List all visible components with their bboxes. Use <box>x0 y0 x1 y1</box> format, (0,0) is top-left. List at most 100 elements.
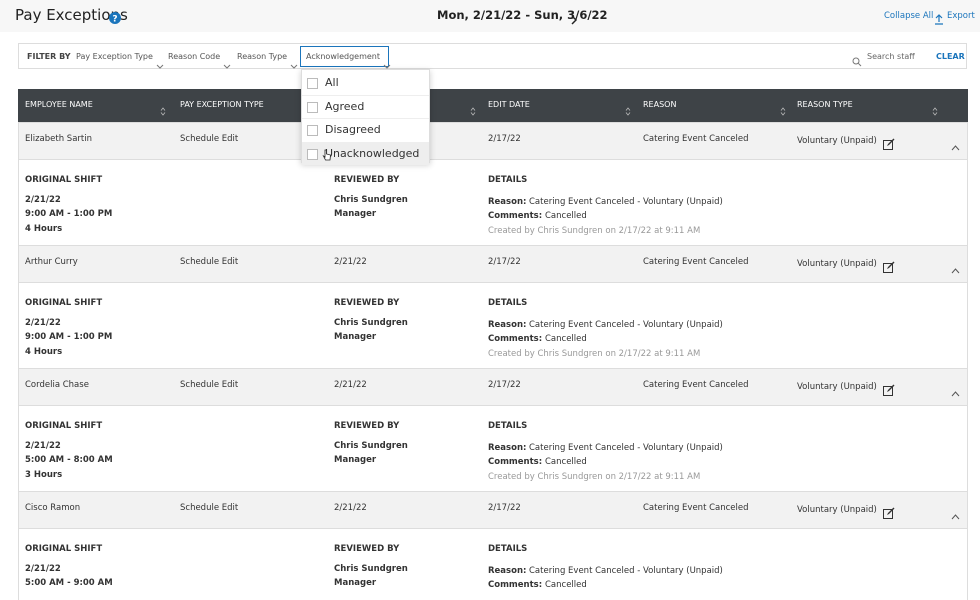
shift-time: 9:00 AM - 1:00 PM <box>25 332 113 342</box>
chevron <box>156 55 164 69</box>
edit-icon[interactable] <box>883 504 895 519</box>
label: ORIGINAL SHIFT <box>25 175 103 185</box>
label: Reason: <box>488 566 527 576</box>
sort-icon[interactable] <box>160 101 166 116</box>
collapse-toggle[interactable] <box>951 259 960 274</box>
label: Comments: <box>488 580 543 590</box>
reason-type: Voluntary (Unpaid) <box>797 136 877 146</box>
dropdown-option[interactable]: All <box>325 76 339 89</box>
header-bar <box>0 0 980 32</box>
reason: Catering Event Canceled <box>643 380 749 390</box>
filter-label: FILTER BY <box>27 52 71 61</box>
chevron <box>290 55 298 69</box>
label: ORIGINAL SHIFT <box>25 421 103 431</box>
filter-dropdown[interactable]: Reason Type <box>237 52 288 61</box>
column-header[interactable]: EDIT DATE <box>488 100 530 109</box>
shift-date: 2/21/22 <box>25 195 61 205</box>
filter-dropdown[interactable]: Acknowledgement <box>306 52 381 61</box>
column-header[interactable]: REASON TYPE <box>797 100 853 109</box>
reviewer-role: Manager <box>334 578 377 588</box>
filter-dropdown[interactable]: Pay Exception Type <box>76 52 153 61</box>
detail-reason: Catering Event Canceled - Voluntary (Unp… <box>529 443 723 453</box>
sort-icon[interactable] <box>470 101 476 116</box>
reason-type: Voluntary (Unpaid) <box>797 259 877 269</box>
label: Reason: <box>488 320 527 330</box>
label: Comments: <box>488 334 543 344</box>
column-header[interactable]: PAY EXCEPTION TYPE <box>180 100 264 109</box>
option-checkbox[interactable] <box>307 101 318 113</box>
exception-date: 2/21/22 <box>334 380 367 390</box>
dropdown-option[interactable]: Unacknowledged <box>325 146 420 160</box>
export[interactable]: Export <box>947 11 975 21</box>
label: Reason: <box>488 443 527 453</box>
table-header <box>18 89 968 122</box>
detail-reason: Catering Event Canceled - Voluntary (Unp… <box>529 320 723 330</box>
detail-reason: Catering Event Canceled - Voluntary (Unp… <box>529 566 723 576</box>
help-icon: ? <box>109 9 121 25</box>
shift-date: 2/21/22 <box>25 318 61 328</box>
reviewer-role: Manager <box>334 332 377 342</box>
filter-active-box <box>300 46 389 67</box>
shift-date: 2/21/22 <box>25 564 61 574</box>
shift-time: 5:00 AM - 8:00 AM <box>25 455 113 465</box>
option-checkbox[interactable] <box>307 78 318 89</box>
exception-date: 2/21/22 <box>334 503 367 513</box>
sort-icon[interactable] <box>780 101 786 116</box>
option-highlight <box>302 142 429 165</box>
reviewer: Chris Sundgren <box>334 441 408 451</box>
exception-type: Schedule Edit <box>180 503 239 513</box>
export-icon[interactable] <box>934 10 944 25</box>
created-note: Created by Chris Sundgren on 2/17/22 at … <box>488 472 701 482</box>
column-header[interactable]: EMPLOYEE NAME <box>25 100 93 109</box>
label: DETAILS <box>488 298 528 308</box>
detail-comments: Cancelled <box>545 211 587 221</box>
column-header[interactable]: REASON <box>643 100 677 109</box>
shift-hours: 4 Hours <box>25 347 63 357</box>
label: ORIGINAL SHIFT <box>25 298 103 308</box>
search-input[interactable]: Search staff <box>867 52 915 61</box>
date-range[interactable]: Mon, 2/21/22 - Sun, 3/6/22 <box>437 8 608 22</box>
reason: Catering Event Canceled <box>643 503 749 513</box>
edit-icon[interactable] <box>883 135 895 150</box>
label: REVIEWED BY <box>334 298 400 308</box>
detail-reason: Catering Event Canceled - Voluntary (Unp… <box>529 197 723 207</box>
option-checkbox[interactable] <box>307 125 318 136</box>
label: Reason: <box>488 197 527 207</box>
collapse-toggle[interactable] <box>951 136 960 151</box>
reviewer: Chris Sundgren <box>334 318 408 328</box>
edit-icon[interactable] <box>883 381 895 396</box>
divider <box>302 94 429 96</box>
sort-icon[interactable] <box>625 101 631 116</box>
reason: Catering Event Canceled <box>643 257 749 267</box>
clear-button[interactable]: CLEAR <box>936 52 965 61</box>
option-checkbox[interactable] <box>307 148 318 160</box>
edit-date: 2/17/22 <box>488 380 521 390</box>
dropdown-option[interactable]: Agreed <box>325 99 365 113</box>
collapse-toggle[interactable] <box>951 382 960 397</box>
row-summary <box>18 491 968 529</box>
collapse-toggle[interactable] <box>951 505 960 520</box>
reviewer: Chris Sundgren <box>334 195 408 205</box>
reviewer-role: Manager <box>334 209 377 219</box>
cursor <box>322 147 332 161</box>
filter-bar <box>18 43 967 69</box>
dropdown-option[interactable]: Disagreed <box>325 123 381 136</box>
edit-date: 2/17/22 <box>488 503 521 513</box>
shift-hours: 4 Hours <box>25 224 63 234</box>
shift-hours: 3 Hours <box>25 470 63 480</box>
employee-name: Cisco Ramon <box>25 503 81 513</box>
next-arrow[interactable] <box>571 10 578 25</box>
page-title: Pay Exceptions <box>15 6 128 24</box>
filter-dropdown[interactable]: Reason Code <box>168 52 221 61</box>
employee-name: Arthur Curry <box>25 257 78 267</box>
label: DETAILS <box>488 175 528 185</box>
sort-icon[interactable] <box>932 101 938 116</box>
collapse-all[interactable]: Collapse All <box>884 11 934 21</box>
detail-comments: Cancelled <box>545 457 587 467</box>
row-summary <box>18 245 968 283</box>
exception-type: Schedule Edit <box>180 257 239 267</box>
shift-date: 2/21/22 <box>25 441 61 451</box>
edit-icon[interactable] <box>883 258 895 273</box>
